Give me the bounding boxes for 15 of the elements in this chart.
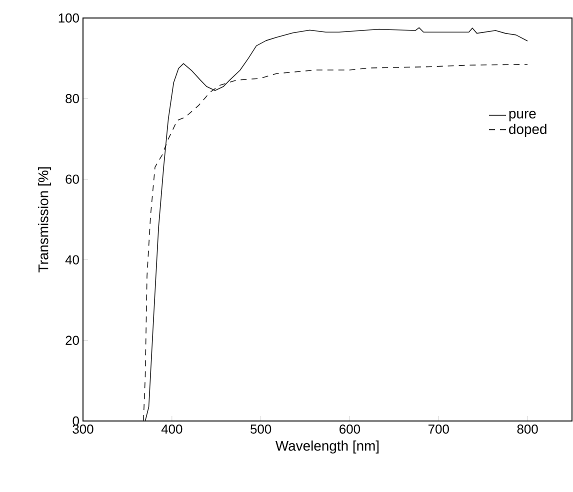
y-tick-label: 80	[66, 94, 79, 104]
x-axis-title: Wavelength [nm]	[275, 440, 379, 454]
legend-label: doped	[509, 124, 546, 137]
y-tick-label: 100	[58, 13, 79, 23]
y-axis-title: Transmission [%]	[38, 167, 52, 272]
y-tick-label: 40	[65, 255, 79, 264]
x-tick-label: 800	[517, 424, 538, 434]
y-tick-label: 20	[66, 336, 79, 345]
x-tick-label: 700	[428, 424, 449, 434]
x-tick-label: 500	[250, 424, 272, 434]
y-tick-label: 60	[66, 174, 79, 184]
x-tick-label: 300	[72, 424, 94, 434]
x-tick-label: 400	[161, 424, 182, 434]
legend-label: pure	[509, 110, 536, 122]
x-tick-label: 600	[340, 424, 360, 434]
